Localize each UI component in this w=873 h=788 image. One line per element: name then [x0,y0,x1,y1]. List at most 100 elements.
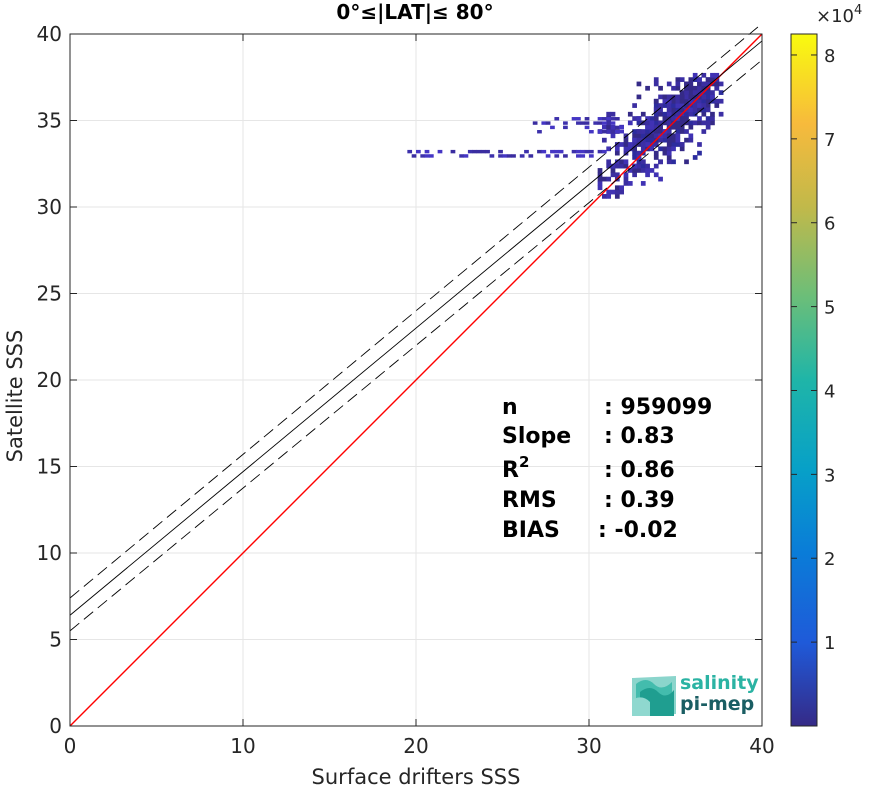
density-cell [688,124,694,130]
density-cell [597,185,603,191]
density-cell [580,154,586,158]
density-cell [584,149,590,154]
density-cell [701,120,707,126]
density-cell [658,120,663,126]
density-cell [623,146,629,152]
density-cell [688,133,694,139]
density-cell [632,172,637,178]
density-cell [653,120,659,126]
density-cell [688,120,694,126]
density-cell [649,146,655,152]
density-cell [649,133,655,139]
density-cell [636,142,642,147]
stat-label: Slope [502,424,571,449]
density-cell [614,150,620,156]
density-cell [541,149,547,154]
density-cell [710,90,715,95]
density-cell [714,81,720,87]
density-cell [658,124,663,130]
density-cell [606,159,612,165]
density-cell [662,137,668,143]
density-cell [653,172,659,178]
density-cell [563,154,568,158]
density-cell [614,172,620,178]
identity-line [69,33,763,727]
density-cell [688,85,694,91]
density-cell [614,125,620,130]
density-cell [601,137,607,143]
density-cell [636,163,642,169]
density-cell [671,142,676,147]
density-cell [684,116,689,121]
density-cell [666,116,672,121]
density-cell [666,98,672,104]
density-cell [649,137,655,143]
density-cell [411,154,417,158]
plot-area: 0 10 20 30 40 0 5 10 15 20 25 30 35 40 [37,22,775,758]
density-cell [606,117,612,121]
density-cell [662,116,668,121]
density-cell [614,146,620,152]
colorbar-tick-label: 4 [824,381,835,402]
density-cell [688,107,694,113]
density-cell [658,146,663,152]
density-cell [601,130,607,134]
density-cell [718,98,724,104]
density-cell [675,142,681,147]
density-cell [666,120,672,126]
density-cell [649,120,655,126]
density-cell [480,149,486,154]
density-cell [684,103,689,108]
density-cell [623,163,629,169]
density-cell [619,185,624,191]
density-cell [601,121,607,125]
density-cell [697,142,702,147]
y-axis-label: Satellite SSS [3,330,27,463]
density-cell [658,159,663,165]
density-cell [675,85,681,91]
density-cell [597,130,603,134]
density-cell [601,194,607,199]
density-cell [589,130,594,134]
density-cell [684,81,689,87]
density-cell [653,116,659,121]
density-cell [610,172,616,178]
y-tick-label: 10 [37,541,62,565]
density-cell [671,98,676,104]
logo-text-pi-mep: pi-mep [680,693,754,715]
density-cell [636,159,642,165]
density-cell [632,129,637,134]
density-cell [558,149,564,154]
density-cell [653,124,659,130]
density-cell [653,103,659,108]
density-cell [653,111,659,117]
stat-value: : 0.39 [604,488,675,513]
density-cell [506,154,512,158]
density-cell [606,146,612,152]
density-cell [710,120,715,126]
density-cell [658,85,663,91]
density-cell [679,90,685,95]
stat-label-superscript: 2 [519,453,529,471]
density-cell [554,117,560,121]
density-cell [688,90,694,95]
x-tick-label: 20 [403,734,428,758]
density-cell [424,154,430,158]
density-cell [658,111,663,117]
density-cell [662,111,668,117]
density-cell [705,103,711,108]
density-cell [714,72,720,78]
density-cell [679,116,685,121]
density-cell [610,163,616,169]
density-cell [640,137,646,143]
density-cell [623,142,629,147]
density-cell [614,194,620,199]
density-cell [662,103,668,108]
density-cell [532,121,538,125]
density-cell [710,77,715,82]
density-cell [671,103,676,108]
density-cell [653,142,659,147]
density-cell [601,176,607,182]
density-cell [645,142,650,147]
density-cell [632,142,637,147]
